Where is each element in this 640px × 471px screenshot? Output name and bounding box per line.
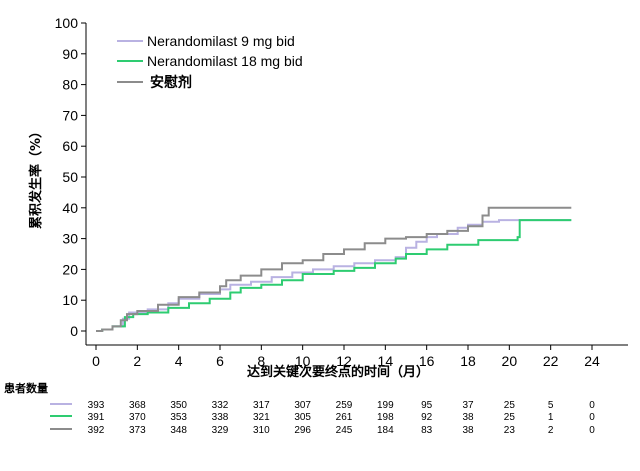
x-tick-label: 16 bbox=[419, 353, 435, 369]
risk-count: 321 bbox=[253, 412, 270, 423]
risk-count: 245 bbox=[336, 425, 353, 436]
risk-count: 393 bbox=[88, 400, 105, 411]
x-tick-label: 2 bbox=[133, 353, 141, 369]
risk-count: 25 bbox=[504, 412, 516, 423]
x-tick-label: 18 bbox=[460, 353, 476, 369]
risk-count: 95 bbox=[421, 400, 433, 411]
y-tick-label: 100 bbox=[55, 15, 79, 31]
y-tick-label: 30 bbox=[62, 231, 78, 247]
series-line-1 bbox=[96, 219, 572, 332]
risk-count: 259 bbox=[336, 400, 353, 411]
risk-count: 338 bbox=[212, 412, 229, 423]
y-tick-label: 20 bbox=[62, 261, 78, 277]
y-tick-label: 90 bbox=[62, 46, 78, 62]
risk-count: 310 bbox=[253, 425, 270, 436]
x-tick-label: 14 bbox=[378, 353, 394, 369]
risk-count: 5 bbox=[548, 400, 554, 411]
x-tick-label: 12 bbox=[336, 353, 352, 369]
risk-count: 184 bbox=[377, 425, 394, 436]
risk-count: 391 bbox=[88, 412, 105, 423]
risk-count: 368 bbox=[129, 400, 146, 411]
risk-count: 305 bbox=[294, 412, 311, 423]
risk-count: 199 bbox=[377, 400, 394, 411]
y-tick-label: 40 bbox=[62, 200, 78, 216]
risk-count: 373 bbox=[129, 425, 146, 436]
risk-count: 37 bbox=[462, 400, 474, 411]
series-line-2 bbox=[96, 219, 572, 332]
x-axis-title: 达到关键次要终点的时间（月） bbox=[247, 364, 429, 380]
risk-count: 198 bbox=[377, 412, 394, 423]
y-tick-label: 50 bbox=[62, 169, 78, 185]
risk-count: 38 bbox=[462, 425, 474, 436]
risk-count: 392 bbox=[88, 425, 105, 436]
legend-label-3: 安慰剂 bbox=[150, 74, 192, 90]
x-tick-label: 20 bbox=[502, 353, 518, 369]
risk-count: 1 bbox=[548, 412, 554, 423]
risk-count: 329 bbox=[212, 425, 229, 436]
legend-label-2: Nerandomilast 18 mg bid bbox=[147, 53, 303, 69]
risk-count: 2 bbox=[548, 425, 554, 436]
y-tick-label: 60 bbox=[62, 138, 78, 154]
risk-count: 25 bbox=[504, 400, 516, 411]
risk-count: 370 bbox=[129, 412, 146, 423]
y-tick-label: 10 bbox=[62, 292, 78, 308]
risk-count: 0 bbox=[589, 412, 595, 423]
risk-count: 0 bbox=[589, 400, 595, 411]
y-tick-label: 0 bbox=[70, 323, 78, 339]
risk-count: 332 bbox=[212, 400, 229, 411]
risk-count: 350 bbox=[170, 400, 187, 411]
risk-count: 307 bbox=[294, 400, 311, 411]
risk-table-title: 患者数量 bbox=[4, 381, 48, 395]
risk-count: 261 bbox=[336, 412, 353, 423]
y-tick-label: 80 bbox=[62, 77, 78, 93]
risk-count: 0 bbox=[589, 425, 595, 436]
risk-count: 92 bbox=[421, 412, 433, 423]
risk-count: 317 bbox=[253, 400, 270, 411]
x-tick-label: 4 bbox=[175, 353, 183, 369]
x-tick-label: 24 bbox=[584, 353, 600, 369]
legend-label-1: Nerandomilast 9 mg bid bbox=[147, 33, 295, 49]
x-tick-label: 10 bbox=[295, 353, 311, 369]
series-line-3 bbox=[96, 206, 572, 332]
series-lines bbox=[96, 206, 572, 332]
x-tick-label: 22 bbox=[543, 353, 559, 369]
risk-count: 348 bbox=[170, 425, 187, 436]
risk-table: 患者数量 393 368 350 332 317 307 259 199 95 37 25 5 0 391… bbox=[4, 381, 595, 436]
x-tick-label: 8 bbox=[257, 353, 265, 369]
x-tick-label: 0 bbox=[92, 353, 100, 369]
y-axis-title: 累积发生率（%） bbox=[28, 125, 44, 229]
risk-count: 296 bbox=[294, 425, 311, 436]
legend: Nerandomilast 9 mg bid Nerandomilast 18 m… bbox=[117, 33, 303, 90]
risk-count: 23 bbox=[504, 425, 516, 436]
risk-count: 38 bbox=[462, 412, 474, 423]
risk-count: 83 bbox=[421, 425, 433, 436]
risk-count: 353 bbox=[170, 412, 187, 423]
y-tick-label: 70 bbox=[62, 107, 78, 123]
x-tick-label: 6 bbox=[216, 353, 224, 369]
